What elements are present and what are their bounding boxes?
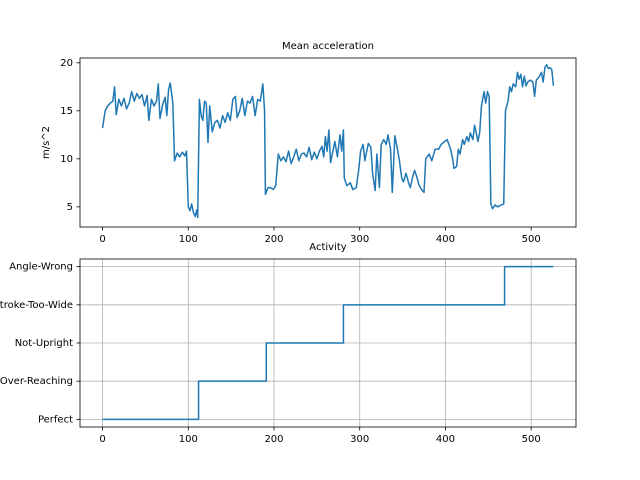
y-tick-label: Stroke-Too-Wide <box>0 300 73 311</box>
x-tick-label: 300 <box>350 234 369 245</box>
y-tick-label: 5 <box>67 202 73 213</box>
x-tick-label: 100 <box>179 434 198 445</box>
y-tick-label: 20 <box>60 58 73 69</box>
y-tick-label: Angle-Wrong <box>9 262 73 273</box>
y-tick-label: Over-Reaching <box>0 376 73 387</box>
chart-title: Activity <box>309 242 346 253</box>
x-tick-label: 500 <box>522 434 541 445</box>
x-tick-label: 200 <box>264 234 283 245</box>
x-tick-label: 400 <box>436 434 455 445</box>
x-tick-label: 200 <box>264 434 283 445</box>
y-axis-label: m/s^2 <box>41 126 52 159</box>
y-tick-label: Not-Upright <box>15 338 73 349</box>
x-tick-label: 500 <box>522 234 541 245</box>
chart-title: Mean acceleration <box>282 41 374 52</box>
axes-frame <box>79 57 577 228</box>
x-tick-label: 100 <box>179 234 198 245</box>
x-tick-label: 400 <box>436 234 455 245</box>
x-tick-label: 0 <box>99 234 105 245</box>
data-line <box>101 63 555 219</box>
y-tick-label: 15 <box>60 106 73 117</box>
data-line <box>102 265 554 421</box>
y-tick-label: Perfect <box>38 414 73 425</box>
x-tick-label: 300 <box>350 434 369 445</box>
y-tick-label: 10 <box>60 154 73 165</box>
axes-frame <box>79 258 577 428</box>
x-tick-label: 0 <box>99 434 105 445</box>
